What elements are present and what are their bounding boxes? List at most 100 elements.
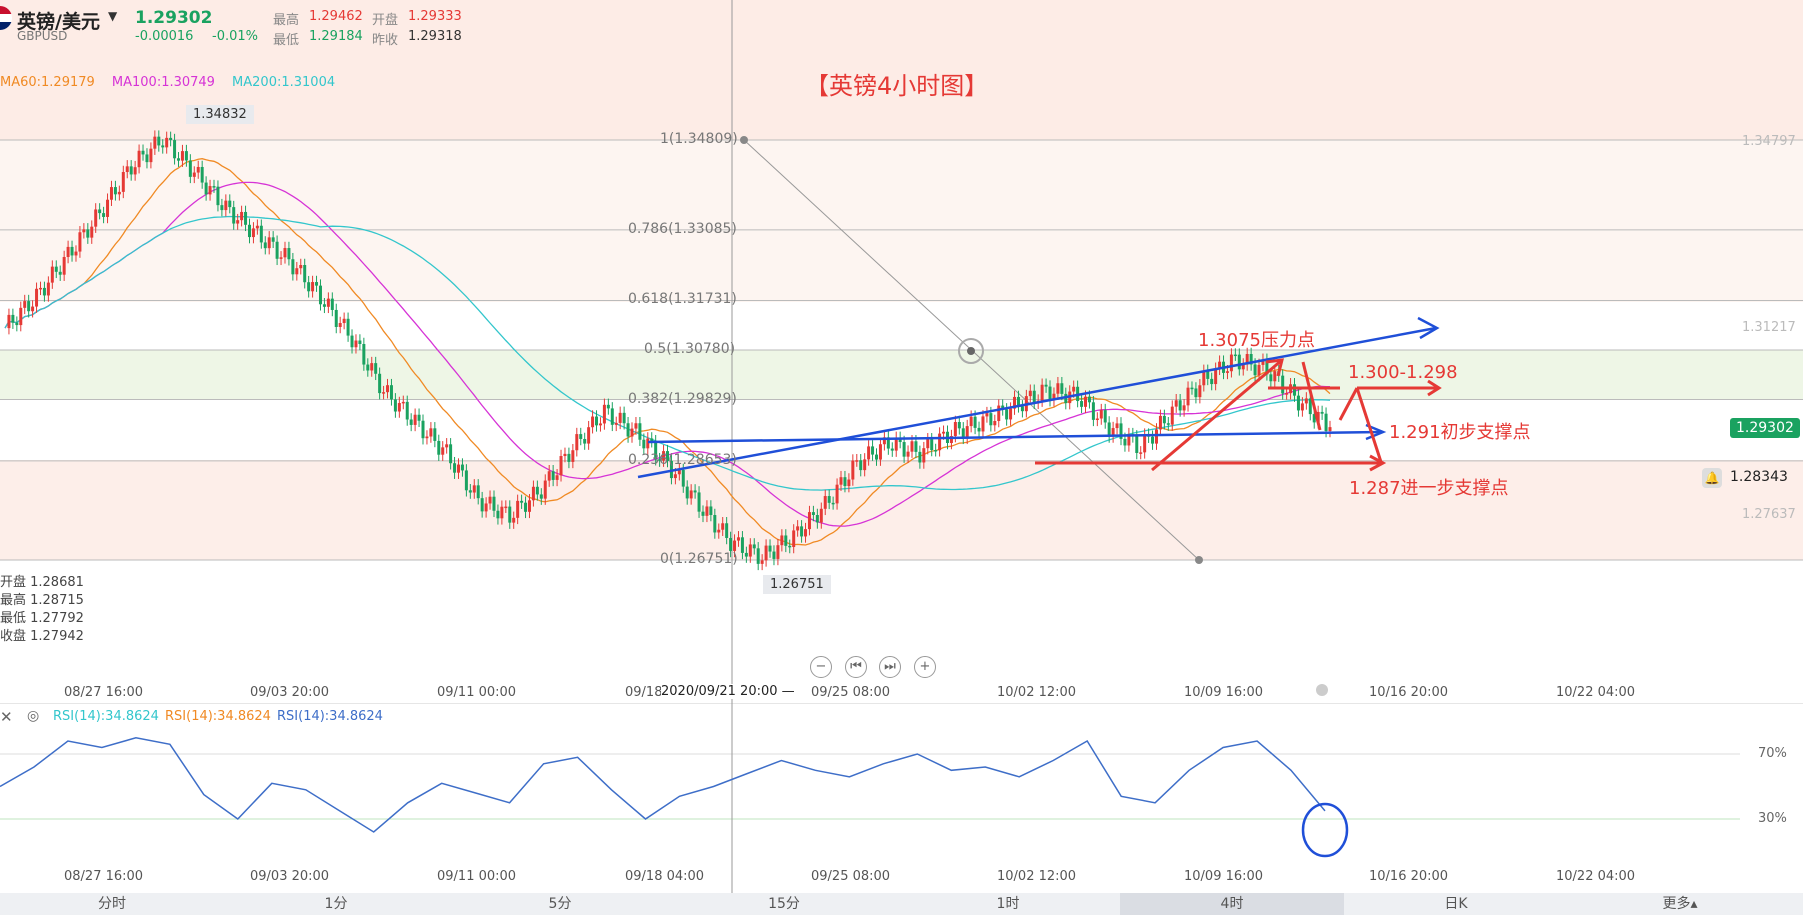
candle-body bbox=[725, 523, 729, 538]
candle-body bbox=[1143, 434, 1147, 453]
timeframe-tab[interactable]: 15分 bbox=[768, 896, 800, 912]
current-price-tag: 1.29302 bbox=[1730, 418, 1800, 438]
candle-body bbox=[768, 545, 772, 552]
candle-body bbox=[1056, 383, 1060, 394]
candle-body bbox=[508, 506, 512, 523]
candle-body bbox=[1312, 414, 1316, 423]
candle-body bbox=[472, 485, 476, 493]
chart-title: 【英镑4小时图】 bbox=[805, 72, 989, 100]
fib-label: 0.5(1.30780) bbox=[644, 341, 736, 357]
candle-body bbox=[259, 225, 263, 243]
timeframe-tab[interactable]: 日K bbox=[1444, 896, 1468, 912]
candle-body bbox=[437, 440, 441, 455]
candle-body bbox=[19, 307, 23, 326]
candle-body bbox=[1009, 408, 1013, 420]
step-back-button[interactable]: ⏮ bbox=[845, 656, 867, 678]
candle-body bbox=[1095, 418, 1099, 421]
candle-body bbox=[642, 439, 646, 449]
rsi-chart bbox=[0, 703, 1803, 893]
zoom-out-button[interactable]: − bbox=[810, 656, 832, 678]
bell-icon[interactable]: 🔔 bbox=[1702, 468, 1722, 488]
candle-body bbox=[275, 241, 279, 259]
candle-body bbox=[200, 166, 204, 183]
right-axis-label-mid: 1.31217 bbox=[1742, 320, 1796, 335]
candle-body bbox=[445, 444, 449, 448]
timeframe-tab[interactable]: 分时 bbox=[98, 896, 126, 912]
candle-body bbox=[673, 474, 677, 479]
candle-body bbox=[1206, 370, 1210, 379]
candle-body bbox=[271, 237, 275, 242]
rsi-label-2: RSI(14):34.8624 bbox=[165, 709, 271, 724]
candle-body bbox=[240, 211, 244, 221]
close-icon[interactable]: ✕ bbox=[0, 708, 13, 726]
settings-icon[interactable]: ◎ bbox=[27, 708, 40, 724]
right-axis-label-top: 1.34797 bbox=[1742, 134, 1796, 149]
ohlc-open: 开盘 1.28681 bbox=[0, 575, 84, 590]
candle-body bbox=[1123, 438, 1127, 446]
candle-body bbox=[910, 441, 914, 452]
crosshair-time: 2020/09/21 20:00 — bbox=[661, 684, 795, 699]
candlesticks bbox=[7, 130, 1332, 571]
fib-midpoint-handle[interactable] bbox=[958, 338, 984, 364]
candle-body bbox=[212, 186, 216, 188]
candle-body bbox=[989, 413, 993, 426]
candle-body bbox=[460, 464, 464, 471]
candle-body bbox=[922, 448, 926, 463]
zoom-in-button[interactable]: + bbox=[914, 656, 936, 678]
candle-body bbox=[389, 385, 393, 400]
candle-body bbox=[50, 266, 54, 283]
candle-body bbox=[299, 264, 303, 269]
ohlc-high: 最高 1.28715 bbox=[0, 593, 84, 608]
candle-body bbox=[23, 301, 27, 308]
candle-body bbox=[579, 434, 583, 439]
candle-body bbox=[689, 490, 693, 499]
candle-body bbox=[1072, 386, 1076, 392]
candle-body bbox=[1214, 368, 1218, 385]
step-forward-button[interactable]: ⏭ bbox=[879, 656, 901, 678]
candle-body bbox=[1245, 354, 1249, 365]
candle-body bbox=[464, 470, 468, 491]
timeframe-tab[interactable]: 1时 bbox=[996, 896, 1020, 912]
x-tick-label: 10/16 20:00 bbox=[1369, 685, 1449, 700]
chevron-down-icon[interactable]: ▼ bbox=[108, 9, 118, 23]
candle-body bbox=[882, 437, 886, 445]
candle-body bbox=[1048, 386, 1052, 401]
ma-legend: MA60:1.29179 MA100:1.30749 MA200:1.31004 bbox=[0, 71, 347, 90]
candle-body bbox=[188, 160, 192, 177]
candle-body bbox=[835, 484, 839, 504]
candle-body bbox=[488, 496, 492, 504]
candle-body bbox=[654, 441, 658, 460]
timeframe-tab[interactable]: 更多▴ bbox=[1662, 896, 1698, 912]
scroll-handle[interactable] bbox=[1316, 684, 1328, 696]
candle-body bbox=[441, 447, 445, 455]
candle-body bbox=[886, 437, 890, 449]
timeframe-tab[interactable]: 4时 bbox=[1120, 893, 1344, 915]
candle-body bbox=[1229, 354, 1233, 372]
candle-body bbox=[693, 490, 697, 493]
candle-body bbox=[894, 437, 898, 451]
candle-body bbox=[595, 416, 599, 426]
annotation-support1: 1.291初步支撑点 bbox=[1389, 422, 1531, 443]
candle-body bbox=[480, 498, 484, 512]
timeframe-tab[interactable]: 5分 bbox=[548, 896, 572, 912]
candle-body bbox=[1119, 423, 1123, 439]
fib-upper-band bbox=[0, 140, 1803, 302]
fib-anchor-top[interactable] bbox=[740, 136, 748, 144]
candle-body bbox=[547, 471, 551, 481]
candle-body bbox=[1308, 398, 1312, 415]
timeframe-tab[interactable]: 1分 bbox=[324, 896, 348, 912]
rsi-line bbox=[0, 737, 1326, 833]
fib-label: 0.236(1.28653) bbox=[628, 451, 737, 468]
x-tick-label: 09/25 08:00 bbox=[811, 869, 891, 884]
candle-body bbox=[417, 414, 421, 421]
fib-anchor-bottom[interactable] bbox=[1195, 556, 1203, 564]
candle-body bbox=[926, 439, 930, 449]
symbol-name[interactable]: 英镑/美元 bbox=[17, 11, 100, 33]
candle-body bbox=[1060, 383, 1064, 394]
candle-body bbox=[157, 136, 161, 146]
upper-zone-band bbox=[0, 0, 1803, 140]
x-tick-label: 09/03 20:00 bbox=[250, 869, 330, 884]
ohlc-low: 最低 1.27792 bbox=[0, 611, 84, 626]
candle-body bbox=[425, 436, 429, 439]
candle-body bbox=[1032, 390, 1036, 403]
